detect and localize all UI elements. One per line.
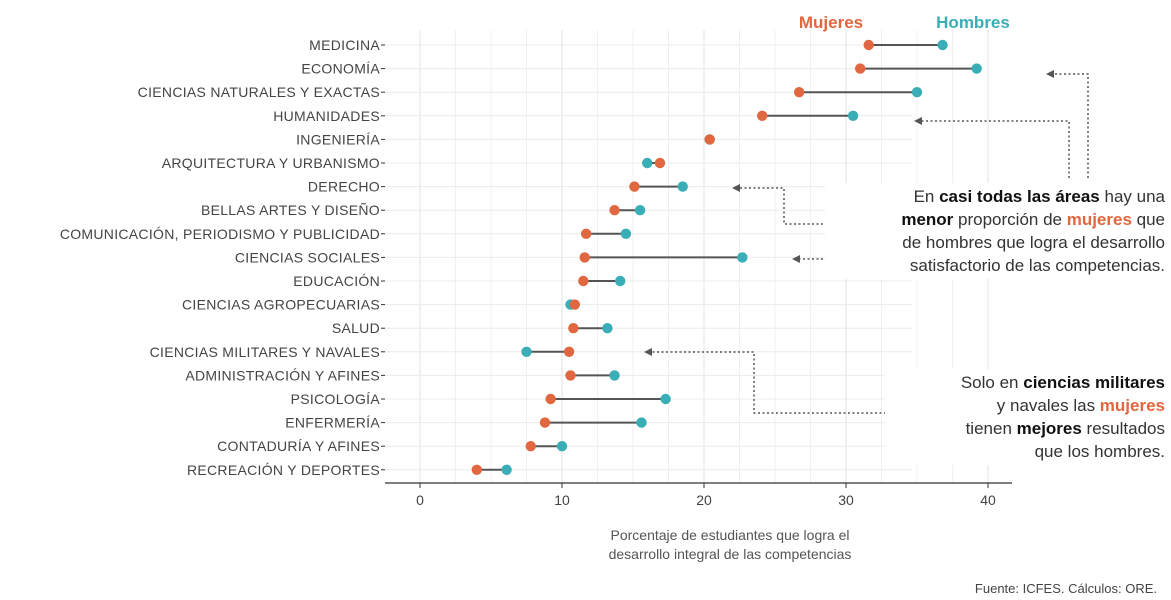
- point-hombres: [615, 275, 626, 287]
- category-label: CIENCIAS NATURALES Y EXACTAS: [138, 84, 380, 100]
- category-label: CIENCIAS AGROPECUARIAS: [182, 297, 380, 313]
- category-label: ENFERMERÍA: [285, 415, 380, 431]
- point-mujeres: [629, 181, 640, 192]
- category-label: PSICOLOGÍA: [291, 391, 381, 407]
- point-mujeres: [579, 252, 590, 263]
- point-mujeres: [565, 370, 576, 381]
- category-label: DERECHO: [308, 179, 380, 195]
- legend-hombres: Hombres: [936, 13, 1010, 32]
- x-tick-label: 20: [696, 492, 712, 508]
- category-label: HUMANIDADES: [273, 108, 380, 124]
- point-mujeres: [471, 464, 482, 475]
- category-labels: MEDICINA ECONOMÍA CIENCIAS NATURALES Y EXA…: [60, 37, 385, 478]
- dumbbell-marks: [471, 39, 982, 475]
- point-mujeres: [863, 39, 874, 51]
- category-label: RECREACIÓN Y DEPORTES: [187, 462, 380, 478]
- point-hombres: [501, 464, 512, 475]
- arrow-humanidades: [922, 120, 1070, 178]
- arrowhead: [792, 255, 800, 263]
- legend: Mujeres Hombres: [799, 13, 1010, 32]
- point-hombres: [521, 346, 532, 357]
- x-tick-label: 40: [980, 492, 996, 508]
- point-mujeres: [545, 393, 556, 405]
- point-hombres: [602, 323, 613, 334]
- point-mujeres: [568, 323, 579, 334]
- arrowhead: [644, 348, 652, 356]
- point-hombres: [620, 228, 632, 239]
- point-mujeres: [654, 157, 666, 169]
- x-axis-title-line: Porcentaje de estudiantes que logra el: [611, 527, 850, 543]
- point-mujeres: [609, 205, 620, 216]
- category-label: ADMINISTRACIÓN Y AFINES: [185, 367, 380, 383]
- category-label: COMUNICACIÓN, PERIODISMO Y PUBLICIDAD: [60, 226, 380, 242]
- category-label: CIENCIAS MILITARES Y NAVALES: [150, 344, 380, 360]
- x-tick-label: 0: [416, 492, 424, 508]
- legend-mujeres: Mujeres: [799, 13, 863, 32]
- category-label: CONTADURÍA Y AFINES: [217, 438, 380, 454]
- arrow-economia: [1054, 73, 1089, 178]
- arrowhead: [732, 184, 740, 192]
- point-mujeres: [539, 417, 551, 428]
- point-mujeres: [578, 275, 589, 287]
- point-hombres: [937, 39, 948, 51]
- point-mujeres: [563, 346, 575, 357]
- category-label: CIENCIAS SOCIALES: [235, 249, 380, 265]
- point-mujeres: [525, 441, 536, 452]
- arrow-derecho: [740, 187, 850, 225]
- annotation-military: Solo en ciencias militares y navales las…: [885, 369, 1167, 465]
- point-mujeres: [793, 87, 805, 98]
- point-hombres: [737, 252, 748, 263]
- source-note: Fuente: ICFES. Cálculos: ORE.: [974, 581, 1157, 596]
- annotation-most-areas: En casi todas las áreas hay una menor pr…: [825, 183, 1167, 279]
- point-hombres: [634, 205, 646, 216]
- category-label: ARQUITECTURA Y URBANISMO: [162, 155, 380, 171]
- point-hombres: [660, 393, 671, 405]
- category-label: INGENIERÍA: [296, 131, 380, 147]
- category-label: ECONOMÍA: [301, 61, 380, 77]
- point-hombres: [677, 181, 688, 192]
- x-tick-label: 30: [838, 492, 854, 508]
- x-axis: 0 10 20 30 40: [385, 482, 1012, 508]
- category-label: EDUCACIÓN: [293, 273, 380, 289]
- point-mujeres: [580, 228, 592, 239]
- category-label: MEDICINA: [309, 37, 380, 53]
- category-label: SALUD: [332, 320, 380, 336]
- point-hombres: [642, 157, 653, 169]
- point-hombres: [636, 417, 647, 428]
- x-tick-label: 10: [554, 492, 570, 508]
- category-label: BELLAS ARTES Y DISEÑO: [201, 202, 380, 218]
- point-mujeres: [569, 299, 580, 310]
- arrow-militares: [652, 351, 913, 414]
- point-hombres: [609, 370, 620, 381]
- arrowhead: [1046, 70, 1054, 78]
- x-axis-title: Porcentaje de estudiantes que logra el de…: [609, 527, 852, 562]
- point-hombres: [911, 87, 923, 98]
- point-hombres: [847, 110, 859, 122]
- point-hombres: [556, 441, 568, 452]
- annotation-arrows: [644, 70, 1089, 414]
- point-hombres: [971, 63, 982, 74]
- point-mujeres: [757, 110, 768, 122]
- x-axis-title-line: desarrollo integral de las competencias: [609, 546, 852, 562]
- point-mujeres: [704, 134, 715, 145]
- point-mujeres: [855, 63, 866, 74]
- arrowhead: [914, 117, 922, 125]
